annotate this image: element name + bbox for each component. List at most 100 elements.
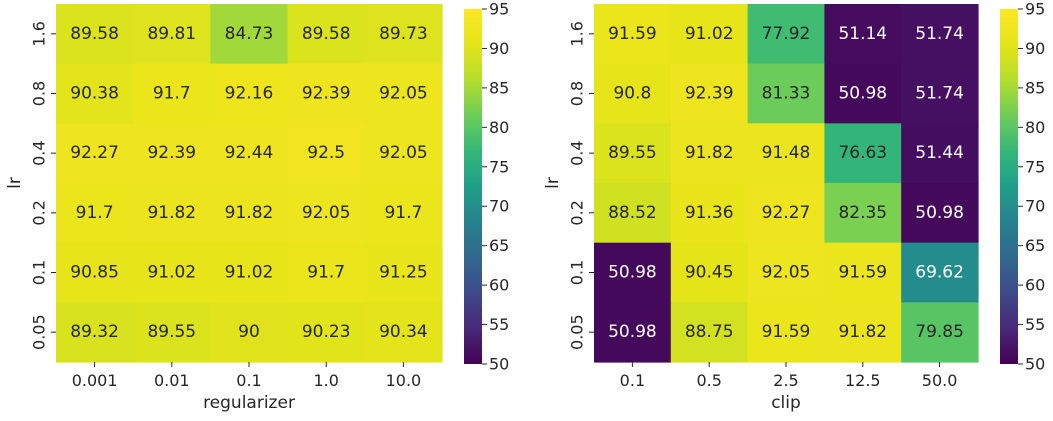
colorbar-tick-label: 55 [1025, 315, 1045, 334]
cell-label: 91.02 [147, 263, 196, 283]
heatmap-cell [56, 242, 134, 303]
cell-label: 50.98 [608, 322, 657, 342]
x-axis-label: clip [771, 393, 801, 413]
cell-label: 91.59 [838, 263, 887, 283]
heatmap-cell [364, 4, 443, 65]
heatmap-cell [824, 242, 902, 303]
x-tick-label: 0.01 [154, 371, 190, 390]
x-tick-label: 0.001 [72, 371, 118, 390]
cell-label: 91.59 [608, 24, 657, 44]
y-tick-label: 0.8 [30, 81, 49, 106]
cell-label: 89.81 [147, 24, 196, 44]
colorbar-tick-label: 60 [489, 276, 509, 295]
cell-label: 89.58 [302, 24, 351, 44]
cell-label: 84.73 [225, 24, 274, 44]
cell-label: 91.82 [225, 203, 274, 223]
y-tick-label: 1.6 [568, 21, 587, 46]
cell-label: 89.32 [70, 322, 119, 342]
heatmap-cell [56, 4, 134, 65]
colorbar-tick-label: 65 [1025, 236, 1045, 255]
cell-label: 92.5 [307, 143, 345, 163]
heatmap-cell [210, 123, 289, 184]
colorbar-tick-label: 85 [1025, 78, 1045, 97]
heatmap-cell [287, 183, 366, 244]
cell-label: 91.25 [379, 263, 428, 283]
heatmap-cell [824, 4, 902, 65]
cell-label: 92.16 [225, 84, 274, 104]
heatmap-cell [364, 302, 443, 363]
colorbar-tick-label: 90 [1025, 39, 1045, 58]
cell-label: 50.98 [608, 263, 657, 283]
cell-label: 91.82 [838, 322, 887, 342]
colorbar [464, 9, 482, 364]
heatmap-cell [901, 123, 979, 184]
colorbar-tick-label: 85 [489, 78, 509, 97]
heatmap-cell [594, 63, 672, 124]
heatmap-cell [747, 302, 825, 363]
cell-label: 92.05 [302, 203, 351, 223]
heatmap-cell [670, 242, 749, 303]
cell-label: 91.48 [762, 143, 811, 163]
heatmap-cell [210, 242, 289, 303]
cell-label: 91.36 [685, 203, 734, 223]
x-tick-label: 1.0 [313, 371, 338, 390]
heatmap-cell [364, 63, 443, 124]
x-tick-label: 10.0 [386, 371, 422, 390]
x-tick-label: 0.1 [620, 371, 645, 390]
heatmap-cell [133, 242, 211, 303]
heatmap-cell [670, 63, 749, 124]
cell-label: 90 [238, 322, 260, 342]
cell-label: 91.02 [225, 263, 274, 283]
heatmap-cell [824, 123, 902, 184]
x-tick-label: 0.1 [236, 371, 261, 390]
heatmap-cell [824, 183, 902, 244]
heatmap-cell [56, 123, 134, 184]
heatmap-cell [747, 242, 825, 303]
cell-label: 92.05 [379, 143, 428, 163]
cell-label: 91.7 [76, 203, 114, 223]
heatmap-cell [747, 183, 825, 244]
colorbar-tick-label: 65 [489, 236, 509, 255]
heatmap-cell [287, 302, 366, 363]
cell-label: 51.74 [915, 24, 964, 44]
heatmap-cell [747, 123, 825, 184]
heatmap-cell [901, 183, 979, 244]
colorbar-tick-label: 95 [489, 0, 509, 19]
cell-label: 92.27 [762, 203, 811, 223]
heatmap-cell [670, 183, 749, 244]
heatmap-cell [364, 123, 443, 184]
heatmap-cell [824, 302, 902, 363]
heatmap-cell [210, 183, 289, 244]
heatmap-cell [210, 63, 289, 124]
cell-label: 89.55 [147, 322, 196, 342]
heatmap-cell [594, 4, 672, 65]
heatmap-cell [133, 63, 211, 124]
cell-label: 92.44 [225, 143, 274, 163]
cell-label: 91.7 [153, 84, 191, 104]
colorbar-tick-label: 90 [489, 39, 509, 58]
cell-label: 89.55 [608, 143, 657, 163]
cell-label: 90.38 [70, 84, 119, 104]
cell-label: 91.7 [307, 263, 345, 283]
heatmap-cell [133, 183, 211, 244]
heatmap-cell [670, 302, 749, 363]
cell-label: 88.52 [608, 203, 657, 223]
heatmap-cell [56, 302, 134, 363]
colorbar-tick-label: 50 [489, 355, 509, 374]
heatmap-cell [670, 4, 749, 65]
y-tick-label: 0.1 [30, 260, 49, 285]
cell-label: 81.33 [762, 84, 811, 104]
y-tick-label: 0.8 [568, 81, 587, 106]
cell-label: 76.63 [838, 143, 887, 163]
y-tick-label: 0.4 [568, 140, 587, 165]
heatmap-cell [901, 302, 979, 363]
cell-label: 92.39 [147, 143, 196, 163]
cell-label: 91.82 [147, 203, 196, 223]
heatmap-cell [287, 123, 366, 184]
y-tick-label: 0.4 [30, 140, 49, 165]
heatmap-cell [747, 63, 825, 124]
colorbar [1000, 9, 1018, 364]
cell-label: 79.85 [915, 322, 964, 342]
cell-label: 89.73 [379, 24, 428, 44]
